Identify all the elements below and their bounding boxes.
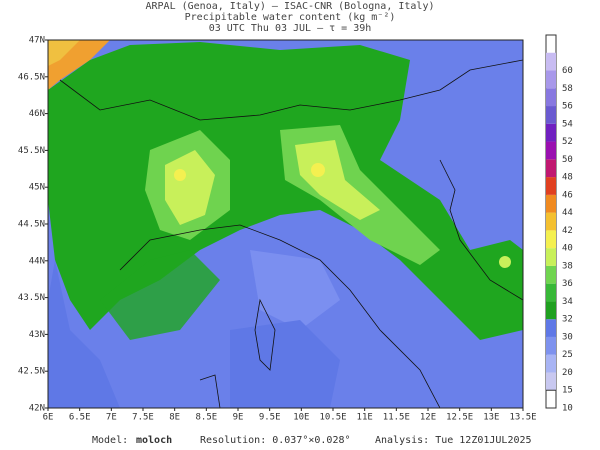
colorbar-label: 15	[562, 386, 573, 396]
colorbar-label: 42	[562, 226, 573, 236]
colorbar-swatch	[546, 212, 556, 231]
colorbar-label: 20	[562, 368, 573, 378]
colorbar-label: 34	[562, 297, 573, 307]
colorbar-swatch	[546, 194, 556, 213]
colorbar-swatch	[546, 283, 556, 302]
lon-label: 6E	[43, 413, 54, 423]
lon-label: 9.5E	[259, 413, 281, 423]
colorbar-label: 44	[562, 208, 573, 218]
lat-label: 42.5N	[18, 367, 45, 377]
lon-label: 12.5E	[446, 413, 473, 423]
lon-label: 8.5E	[195, 413, 217, 423]
colorbar-swatch	[546, 141, 556, 160]
colorbar-swatch	[546, 336, 556, 355]
colorbar-label: 56	[562, 102, 573, 112]
lon-label: 10E	[293, 413, 309, 423]
footer-analysis: Analysis: Tue 12Z01JUL2025	[375, 435, 532, 446]
colorbar-label: 36	[562, 279, 573, 289]
colorbar-swatch	[546, 265, 556, 284]
lon-label: 6.5E	[69, 413, 91, 423]
colorbar-label: 48	[562, 173, 573, 183]
lat-label: 46.5N	[18, 72, 45, 82]
colorbar-label: 10	[562, 404, 573, 414]
footer-model: moloch	[136, 435, 172, 446]
lat-label: 45.5N	[18, 146, 45, 156]
colorbar-label: 25	[562, 350, 573, 360]
colorbar-label: 30	[562, 332, 573, 342]
lon-label: 7.5E	[132, 413, 154, 423]
lat-label: 43.5N	[18, 293, 45, 303]
colorbar-label: 52	[562, 137, 573, 147]
colorbar-swatch	[546, 70, 556, 89]
map-field	[48, 40, 523, 408]
colorbar-label: 58	[562, 84, 573, 94]
lat-label: 42N	[29, 404, 45, 414]
colorbar-swatch	[546, 301, 556, 320]
colorbar-swatch	[546, 372, 556, 391]
colorbar-label: 60	[562, 66, 573, 76]
lon-label: 7E	[106, 413, 117, 423]
colorbar-label: 46	[562, 190, 573, 200]
lon-label: 10.5E	[319, 413, 346, 423]
lon-label: 13.5E	[509, 413, 536, 423]
lat-label: 47N	[29, 36, 45, 46]
header-line: ARPAL (Genoa, Italy) — ISAC-CNR (Bologna…	[146, 1, 435, 12]
colorbar-swatch	[546, 123, 556, 142]
colorbar-swatch	[546, 319, 556, 337]
lon-label: 12E	[420, 413, 436, 423]
colorbar-swatch	[546, 248, 556, 266]
lat-label: 45N	[29, 183, 45, 193]
colorbar-swatch	[546, 177, 556, 195]
colorbar-label: 38	[562, 261, 573, 271]
header-line: Precipitable water content (kg m⁻²)	[185, 12, 396, 23]
colorbar-swatch	[546, 354, 556, 373]
colorbar-swatch	[546, 106, 556, 124]
lat-label: 46N	[29, 109, 45, 119]
lon-label: 11.5E	[383, 413, 410, 423]
lon-label: 13E	[483, 413, 499, 423]
colorbar-swatch	[546, 230, 556, 249]
colorbar-label: 50	[562, 155, 573, 165]
colorbar-swatch	[546, 88, 556, 107]
lon-label: 9E	[233, 413, 244, 423]
lon-label: 8E	[169, 413, 180, 423]
lat-label: 43N	[29, 330, 45, 340]
colorbar-label: 54	[562, 119, 573, 129]
header-line: 03 UTC Thu 03 JUL – τ = 39h	[209, 23, 372, 34]
lat-label: 44N	[29, 256, 45, 266]
colorbar-label: 40	[562, 244, 573, 254]
colorbar-swatch	[546, 52, 556, 71]
lon-label: 11E	[357, 413, 373, 423]
colorbar-swatch	[546, 159, 556, 178]
colorbar-swatch	[545, 389, 557, 409]
colorbar-label: 32	[562, 315, 573, 325]
footer-resolution: Resolution: 0.037°×0.028°	[200, 435, 351, 446]
lat-label: 44.5N	[18, 220, 45, 230]
footer-model-label: Model:	[92, 435, 128, 446]
